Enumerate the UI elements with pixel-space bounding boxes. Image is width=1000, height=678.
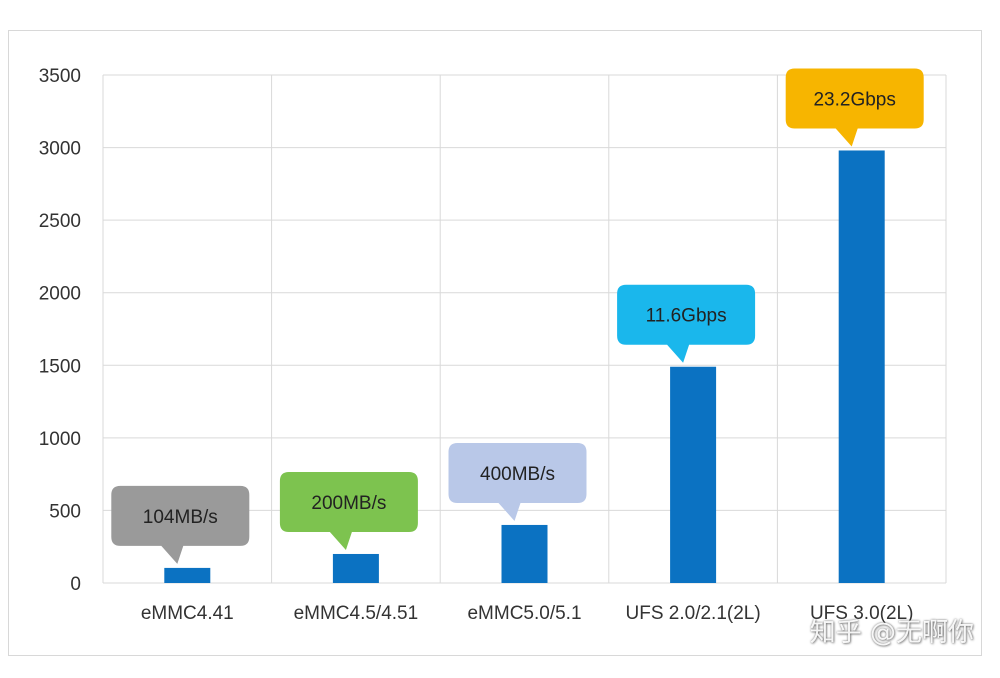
data-label: 200MB/s <box>311 493 386 514</box>
y-tick-label: 0 <box>70 574 81 595</box>
x-tick-label: UFS 2.0/2.1(2L) <box>626 603 761 624</box>
data-label-callout <box>111 485 250 564</box>
bar <box>838 150 885 583</box>
data-label-callout <box>279 471 418 550</box>
x-tick-label: eMMC4.5/4.51 <box>294 603 419 624</box>
y-tick-label: 3000 <box>39 139 81 160</box>
bar <box>670 366 717 583</box>
y-tick-label: 3500 <box>39 66 81 87</box>
bar <box>164 567 211 583</box>
data-label: 104MB/s <box>143 507 218 528</box>
data-label-callout <box>617 284 756 363</box>
y-tick-label: 2500 <box>39 211 81 232</box>
x-tick-label: UFS 3.0(2L) <box>810 603 913 624</box>
data-label: 11.6Gbps <box>646 306 727 327</box>
data-label: 400MB/s <box>480 464 555 485</box>
y-tick-label: 500 <box>49 501 81 522</box>
watermark: 知乎 @无啊你 <box>809 618 974 648</box>
y-tick-label: 1000 <box>39 429 81 450</box>
data-label-callout <box>448 442 587 521</box>
x-tick-label: eMMC4.41 <box>141 603 234 624</box>
data-label: 23.2Gbps <box>813 89 895 110</box>
data-label-callout <box>785 68 924 147</box>
y-tick-label: 2000 <box>39 284 81 305</box>
bar <box>501 524 548 583</box>
y-tick-label: 1500 <box>39 356 81 377</box>
x-tick-label: eMMC5.0/5.1 <box>467 603 581 624</box>
bar <box>332 553 379 583</box>
